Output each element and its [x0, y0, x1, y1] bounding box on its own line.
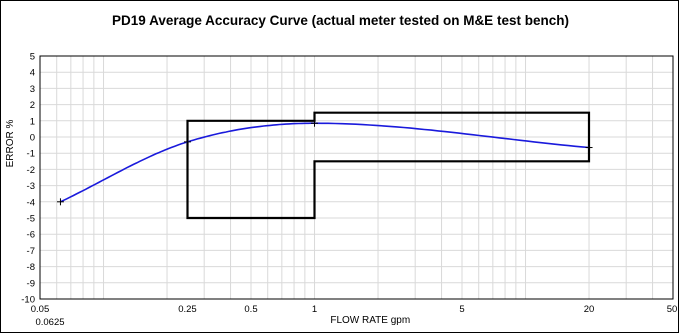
x-tick-label: 0.0625 [35, 317, 64, 328]
y-tick-labels: 5 4 3 2 1 0 -1 -2 -3 -4 -5 -6 -7 -8 -9 -10 [21, 52, 35, 306]
chart-title: PD19 Average Accuracy Curve (actual mete… [112, 13, 569, 28]
x-tick-label: 1 [312, 304, 317, 315]
y-tick-label: 2 [30, 100, 35, 111]
data-point [56, 198, 64, 206]
data-point [311, 119, 319, 127]
x-tick-label: 50 [667, 304, 678, 315]
x-tick-label: 5 [459, 304, 464, 315]
x-tick-labels: 0.05 0.0625 0.25 0.5 1 5 20 50 [31, 304, 678, 328]
y-tick-label: -4 [27, 197, 35, 208]
grid-lines [39, 55, 674, 300]
y-tick-label: -1 [27, 149, 35, 160]
x-tick-label: 20 [584, 304, 595, 315]
y-tick-label: -5 [27, 214, 35, 225]
x-tick-label: 0.05 [31, 304, 50, 315]
accuracy-envelope-outline [186, 111, 591, 220]
y-tick-label: -8 [27, 262, 35, 273]
y-tick-label: -2 [27, 165, 35, 176]
y-tick-label: 5 [30, 52, 35, 63]
x-axis-label: FLOW RATE gpm [330, 315, 410, 326]
y-tick-label: 3 [30, 84, 35, 95]
y-tick-label: -9 [27, 278, 35, 289]
y-tick-label: -6 [27, 230, 35, 241]
series-layer [56, 119, 593, 206]
y-tick-label: 0 [30, 133, 35, 144]
y-tick-label: -10 [21, 295, 35, 306]
y-tick-label: -7 [27, 246, 35, 257]
data-point [183, 138, 191, 146]
data-point [585, 144, 593, 152]
plot-area-border [39, 55, 674, 300]
x-tick-label: 0.25 [178, 304, 197, 315]
y-tick-label: -3 [27, 181, 35, 192]
series-line [60, 122, 590, 203]
y-tick-label: 1 [30, 116, 35, 127]
y-tick-label: 4 [30, 68, 35, 79]
x-tick-label: 0.5 [244, 304, 257, 315]
y-axis-label: ERROR % [5, 119, 16, 167]
accuracy-envelope [186, 111, 591, 220]
